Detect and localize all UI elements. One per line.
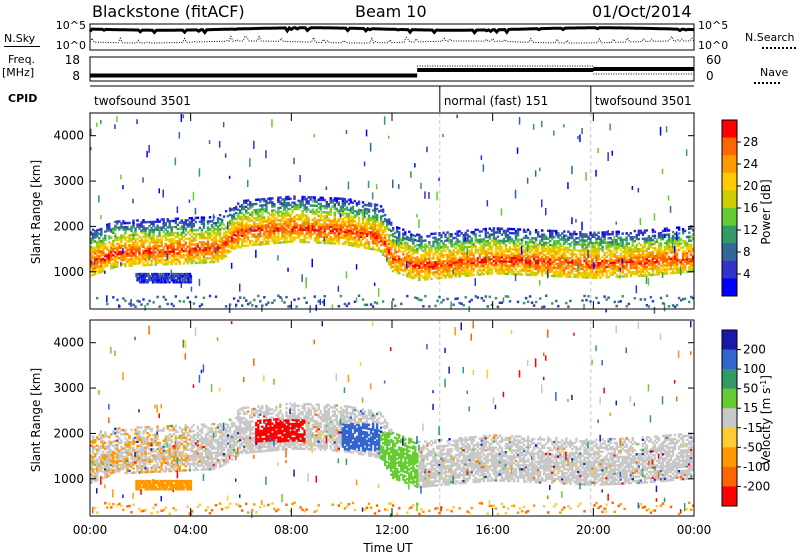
y-tick-label: 1000 [53,265,84,279]
freq-label: Freq. [8,53,36,66]
colorbar-swatch [722,225,737,244]
colorbar-tick-label: -100 [743,460,770,474]
colorbar-tick-label: 200 [743,343,766,357]
nsky-label-line [4,46,40,47]
colorbar-tick-label: -15 [743,421,763,435]
colorbar-tick-label: 20 [743,179,758,193]
nsky-tick-right-top: 10^5 [698,19,728,32]
colorbar-tick-label: 24 [743,157,758,171]
colorbar-swatch [722,190,737,209]
x-tick-label: 00:00 [677,523,712,537]
x-tick-label: 08:00 [274,523,309,537]
colorbar-swatch [722,155,737,174]
cpid-bar: twofsound 3501 normal (fast) 151 twofsound… [90,85,694,112]
x-tick-label: 04:00 [173,523,208,537]
nsky-tick-bottom: 10^0 [56,39,86,52]
y-tick-label: 4000 [53,336,84,350]
cpid-segment-label: twofsound 3501 [595,94,692,108]
page-title: Blackstone (fitACF) [92,2,245,21]
x-tick-label: 20:00 [576,523,611,537]
power-axes: 4000 3000 2000 1000 [53,113,695,309]
colorbar-swatch [722,408,737,429]
x-tick-label: 12:00 [375,523,410,537]
x-tick-label: 00:00 [73,523,108,537]
nave-series [90,65,694,75]
nave-dotted-line [754,82,780,84]
cpid-segment-label: normal (fast) 151 [444,94,548,108]
nave-tick-bottom: 0 [706,69,714,83]
colorbar-swatch [722,466,737,487]
velocity-axes: 4000 3000 2000 1000 00:00 04:00 08:00 12:00 16:0… [53,320,711,537]
power-colorbar-label: Power [dB] [759,179,773,244]
colorbar-tick-label: 4 [743,267,751,281]
colorbar-swatch [722,330,737,350]
power-data [90,113,695,314]
y-tick-label: 4000 [53,129,84,143]
cpid-label: CPID [8,92,38,105]
velocity-data [90,320,695,518]
velocity-colorbar: 200 100 50 15 -15 -50 -100 -200 [721,329,770,507]
colorbar-tick-label: 50 [743,382,758,396]
colorbar-tick-label: 16 [743,201,758,215]
velocity-y-axis-label: Slant Range [km] [29,368,43,472]
freq-tick-top: 18 [65,53,80,67]
nsky-tick-top: 10^5 [56,19,86,32]
nsky-tick-right-bottom: 10^0 [698,39,728,52]
x-tick-label: 16:00 [475,523,510,537]
colorbar-swatch [722,427,737,448]
colorbar-swatch [722,137,737,156]
x-axis-label: Time UT [362,541,413,554]
colorbar-swatch [722,120,737,138]
nsearch-dotted-line [762,47,796,49]
nave-label: Nave [760,66,789,79]
nsearch-series [89,35,695,44]
y-tick-label: 2000 [53,426,84,440]
colorbar-tick-label: 100 [743,362,766,376]
colorbar-tick-label: -200 [743,479,770,493]
colorbar-swatch [722,369,737,389]
power-panel: 4000 3000 2000 1000 [53,112,695,314]
colorbar-tick-label: -50 [743,440,763,454]
nsky-panel: 10^5 10^0 10^5 10^0 [56,19,728,52]
colorbar-swatch [722,172,737,191]
colorbar-swatch [722,349,737,370]
velocity-panel: 4000 3000 2000 1000 00:00 04:00 08:00 12:00 16:0… [53,319,711,537]
y-tick-label: 3000 [53,174,84,188]
freq-unit: [MHz] [2,66,35,79]
freq-panel: 18 8 60 0 [65,53,722,83]
y-tick-label: 2000 [53,219,84,233]
power-y-axis-label: Slant Range [km] [29,160,43,264]
colorbar-swatch [722,208,737,226]
colorbar-swatch [722,278,737,297]
freq-tick-bottom: 8 [72,69,80,83]
date-label: 01/Oct/2014 [592,2,692,21]
colorbar-tick-label: 8 [743,245,751,259]
nsky-series [88,25,695,35]
freq-series [90,67,694,78]
colorbar-tick-label: 15 [743,401,758,415]
y-tick-label: 1000 [53,472,84,486]
colorbar-swatch [722,388,737,409]
colorbar-swatch [722,486,737,507]
colorbar-swatch [722,260,737,279]
nave-tick-top: 60 [706,53,721,67]
colorbar-swatch [722,447,737,468]
velocity-colorbar-label: Velocity [m s-1] [759,375,774,465]
y-tick-label: 3000 [53,381,84,395]
power-colorbar: 28 24 20 16 12 8 4 [721,119,758,297]
colorbar-tick-label: 12 [743,223,758,237]
colorbar-swatch [722,243,737,262]
nsearch-label: N.Search [745,31,795,44]
cpid-segment-label: twofsound 3501 [94,94,191,108]
beam-label: Beam 10 [355,2,427,21]
colorbar-tick-label: 28 [743,135,758,149]
nsky-label: N.Sky [4,32,36,45]
